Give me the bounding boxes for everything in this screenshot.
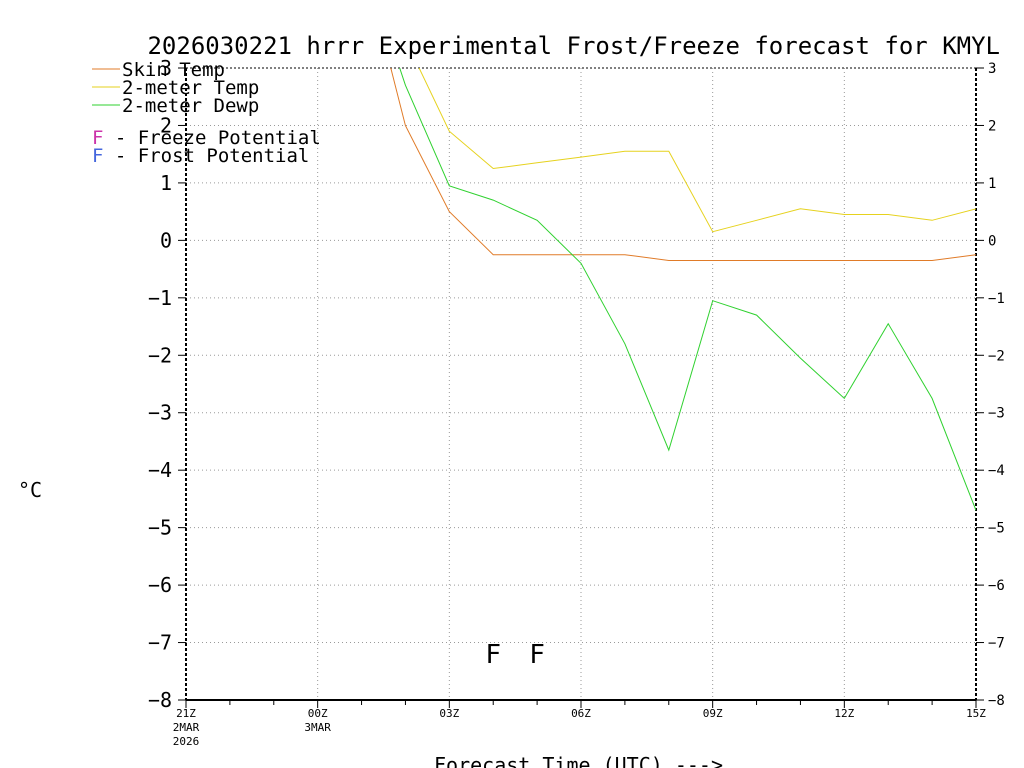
y-tick-label-right-7: −4 — [988, 463, 1005, 479]
y-tick-label-left-10: −7 — [148, 631, 172, 655]
legend-frost: F - Frost Potential — [92, 145, 309, 167]
x-tick-label-4: 09Z — [703, 707, 723, 720]
x-tick-label-0: 21Z — [176, 707, 196, 720]
chart-title: 2026030221 hrrr Experimental Frost/Freez… — [147, 32, 1000, 60]
series-line-1 — [418, 68, 976, 233]
legend-label-dewp: 2-meter Dewp — [122, 95, 259, 117]
y-tick-label-right-10: −7 — [988, 636, 1005, 652]
legend-freeze-text: - Freeze Potential — [103, 127, 320, 149]
legend-label-skin: Skin Temp — [122, 59, 225, 81]
y-tick-label-right-6: −3 — [988, 406, 1005, 422]
y-tick-label-left-11: −8 — [148, 688, 172, 712]
legend: Skin Temp 2-meter Temp 2-meter Dewp F - … — [92, 59, 321, 167]
y-tick-label-right-5: −2 — [988, 348, 1005, 364]
x-tick-label-3: 06Z — [571, 707, 591, 720]
x-tick-label-5: 12Z — [834, 707, 854, 720]
y-tick-label-left-1: 2 — [160, 113, 172, 137]
y-tick-labels-right: 3 2 1 0 −1 −2 −3 −4 −5 −6 −7 −8 — [988, 61, 1005, 709]
y-tick-label-left-0: 3 — [160, 56, 172, 80]
legend-frost-letter: F — [92, 145, 103, 167]
legend-frost-text: - Frost Potential — [103, 145, 309, 167]
x-tick-label-2: 03Z — [439, 707, 459, 720]
frost-marker-0: F — [485, 640, 501, 670]
y-tick-label-left-8: −5 — [148, 516, 172, 540]
y-tick-label-left-9: −6 — [148, 573, 172, 597]
legend-freeze-letter: F — [92, 127, 103, 149]
x-tick-label-6: 15Z — [966, 707, 986, 720]
y-tick-label-left-4: −1 — [148, 286, 172, 310]
series-line-2 — [399, 68, 976, 511]
y-tick-label-left-5: −2 — [148, 343, 172, 367]
x-axis-label: Forecast Time (UTC) ---> — [434, 753, 723, 768]
y-tick-label-left-3: 0 — [160, 228, 172, 252]
y-tick-label-right-1: 2 — [988, 118, 996, 134]
axis-ticks — [178, 67, 984, 708]
x-tick-label-1: 00Z — [308, 707, 328, 720]
y-tick-label-right-2: 1 — [988, 176, 996, 192]
y-tick-label-left-2: 1 — [160, 171, 172, 195]
y-tick-label-right-4: −1 — [988, 291, 1005, 307]
y-tick-label-right-3: 0 — [988, 233, 996, 249]
y-tick-label-right-8: −5 — [988, 521, 1005, 537]
y-tick-label-right-11: −8 — [988, 693, 1005, 709]
x-tick-date-0: 2MAR — [173, 721, 200, 734]
y-tick-labels-left: 3 2 1 0 −1 −2 −3 −4 −5 −6 −7 −8 — [148, 56, 172, 712]
y-tick-label-left-7: −4 — [148, 458, 172, 482]
frost-marker-1: F — [529, 640, 545, 670]
y-tick-label-right-0: 3 — [988, 61, 996, 77]
grid-lines — [186, 68, 976, 700]
series-line-0 — [390, 68, 976, 261]
x-tick-date-1: 3MAR — [304, 721, 331, 734]
data-series — [390, 68, 976, 511]
y-axis-label: °C — [18, 478, 42, 502]
y-tick-label-left-6: −3 — [148, 401, 172, 425]
legend-label-t2m: 2-meter Temp — [122, 77, 259, 99]
legend-freeze: F - Freeze Potential — [92, 127, 321, 149]
y-tick-label-right-9: −6 — [988, 578, 1005, 594]
x-tick-year-0: 2026 — [173, 735, 200, 748]
